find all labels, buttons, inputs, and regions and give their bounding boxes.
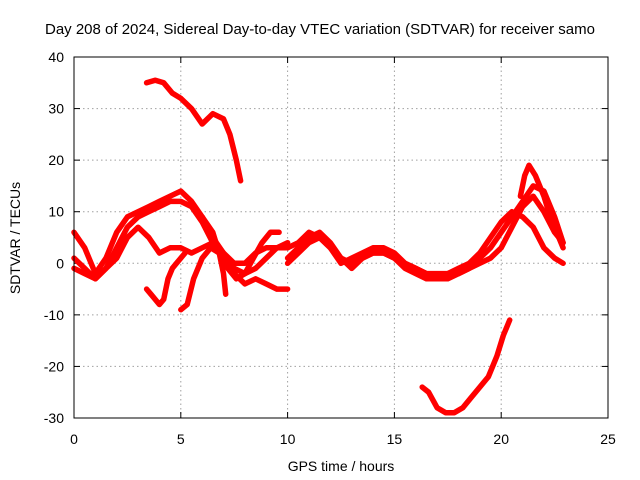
grid xyxy=(74,57,608,418)
y-tick-label: -20 xyxy=(44,358,64,374)
data-series-arc-6 xyxy=(178,229,282,313)
y-tick-label: 30 xyxy=(48,101,64,117)
data-series-arc-7 xyxy=(199,214,229,297)
axis-ticks xyxy=(73,56,609,419)
series-layer xyxy=(71,77,566,416)
data-series-arc-10 xyxy=(284,208,566,279)
x-tick-label: 25 xyxy=(600,431,616,447)
x-axis-label: GPS time / hours xyxy=(288,458,395,474)
data-series-arc-4 xyxy=(143,250,188,308)
y-tick-label: 10 xyxy=(48,204,64,220)
y-tick-label: -10 xyxy=(44,307,64,323)
y-axis-label: SDTVAR / TECUs xyxy=(7,182,23,294)
y-tick-label: 40 xyxy=(48,49,64,65)
x-tick-label: 5 xyxy=(177,431,185,447)
data-series-arc-1 xyxy=(71,188,291,292)
data-series-arc-5 xyxy=(143,77,244,184)
x-tick-label: 0 xyxy=(70,431,78,447)
x-tick-label: 10 xyxy=(280,431,296,447)
data-series-arc-9 xyxy=(284,183,566,282)
x-tick-label: 20 xyxy=(493,431,509,447)
data-series-arc-12 xyxy=(517,162,566,251)
data-series-arc-11 xyxy=(419,317,513,416)
data-series-arc-8 xyxy=(284,193,566,277)
chart-title: Day 208 of 2024, Sidereal Day-to-day VTE… xyxy=(45,21,595,38)
plot-frame xyxy=(73,56,609,419)
tick-labels: 0 5 10 15 20 25 -30 -20 -10 0 10 20 30 40 xyxy=(44,49,616,447)
y-tick-label: 20 xyxy=(48,152,64,168)
y-tick-label: -30 xyxy=(44,410,64,426)
y-tick-label: 0 xyxy=(56,255,64,271)
x-tick-label: 15 xyxy=(387,431,403,447)
